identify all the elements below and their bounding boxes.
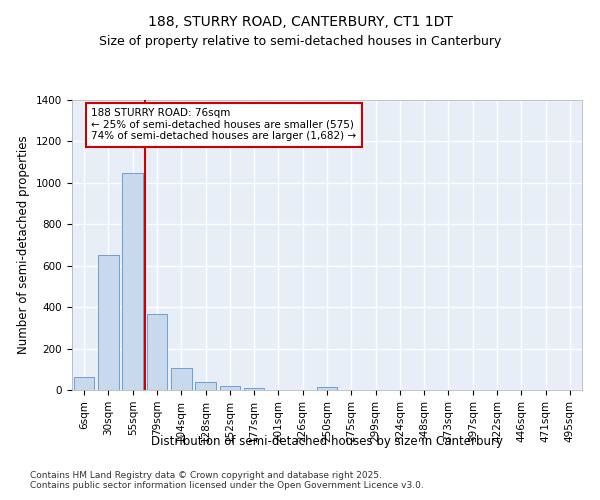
- Bar: [317, 387, 337, 390]
- Text: Contains HM Land Registry data © Crown copyright and database right 2025.
Contai: Contains HM Land Registry data © Crown c…: [30, 470, 424, 490]
- Bar: [122, 172, 143, 390]
- Text: 188, STURRY ROAD, CANTERBURY, CT1 1DT: 188, STURRY ROAD, CANTERBURY, CT1 1DT: [148, 15, 452, 29]
- Text: 188 STURRY ROAD: 76sqm
← 25% of semi-detached houses are smaller (575)
74% of se: 188 STURRY ROAD: 76sqm ← 25% of semi-det…: [91, 108, 356, 142]
- Bar: [220, 386, 240, 390]
- Text: Distribution of semi-detached houses by size in Canterbury: Distribution of semi-detached houses by …: [151, 435, 503, 448]
- Bar: [244, 388, 265, 390]
- Y-axis label: Number of semi-detached properties: Number of semi-detached properties: [17, 136, 31, 354]
- Bar: [195, 382, 216, 390]
- Bar: [146, 314, 167, 390]
- Bar: [171, 368, 191, 390]
- Bar: [98, 256, 119, 390]
- Text: Size of property relative to semi-detached houses in Canterbury: Size of property relative to semi-detach…: [99, 35, 501, 48]
- Bar: [74, 376, 94, 390]
